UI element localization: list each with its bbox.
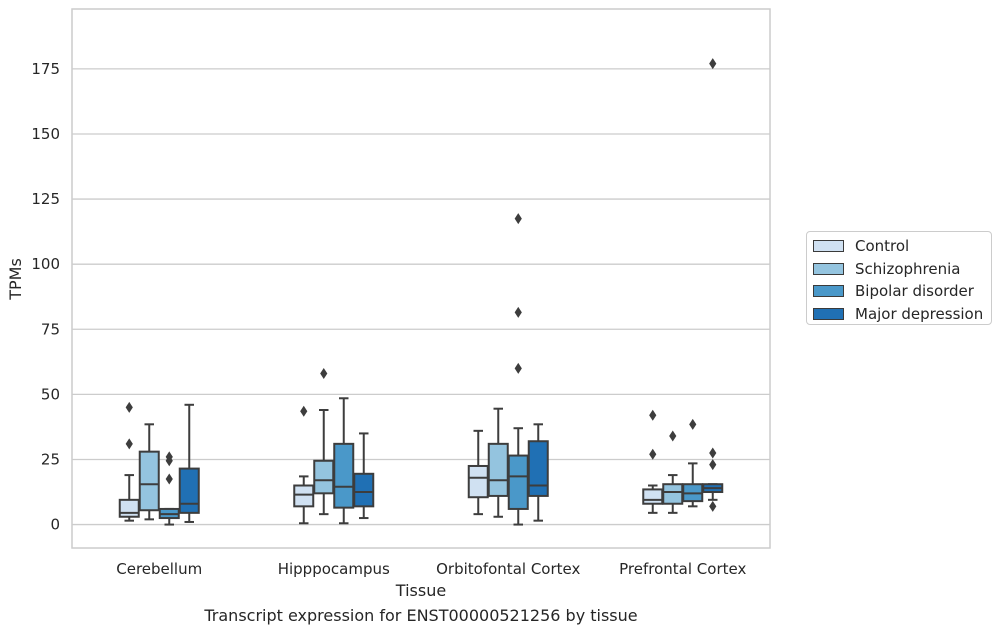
legend-item-control: Control	[807, 235, 991, 258]
outlier-point	[514, 362, 522, 374]
y-tick-label: 125	[31, 190, 60, 208]
box-0-2	[158, 451, 180, 526]
box-1-2	[333, 397, 355, 525]
box-body	[353, 472, 375, 508]
outlier-point	[125, 401, 133, 413]
legend-label-control: Control	[855, 237, 910, 256]
y-tick-label: 100	[31, 255, 60, 273]
y-tick-labels: 0 25 50 75 100 125 150 175	[31, 60, 60, 534]
box-body	[527, 440, 549, 497]
outlier-point	[165, 473, 173, 485]
legend-swatch-control	[813, 240, 844, 253]
legend-item-bipolar-disorder: Bipolar disorder	[807, 280, 991, 303]
y-tick-label: 150	[31, 125, 60, 143]
box-2-2	[507, 213, 529, 526]
box-body	[662, 483, 684, 505]
x-tick-label: Orbitofontal Cortex	[436, 560, 580, 578]
outlier-point	[125, 438, 133, 450]
box-3-3	[702, 58, 724, 512]
outlier-point	[649, 448, 657, 460]
outlier-point	[709, 500, 717, 512]
x-axis-label: Tissue	[395, 581, 446, 600]
box-1-3	[353, 432, 375, 520]
box-2-1	[487, 407, 509, 518]
outlier-point	[320, 368, 328, 380]
y-tick-label: 175	[31, 60, 60, 78]
boxes	[118, 58, 724, 526]
box-body	[118, 498, 140, 518]
outlier-point	[709, 58, 717, 70]
outlier-point	[709, 447, 717, 459]
gridlines	[72, 68, 770, 526]
y-tick-label: 50	[41, 385, 60, 403]
outlier-point	[649, 409, 657, 421]
legend-swatch-schizophrenia	[813, 262, 844, 275]
outlier-point	[514, 213, 522, 225]
box-3-0	[642, 409, 664, 514]
legend-label-schizophrenia: Schizophrenia	[855, 259, 961, 278]
box-body	[313, 459, 335, 495]
outlier-point	[669, 430, 677, 442]
box-body	[138, 450, 160, 512]
box-body	[333, 442, 355, 509]
x-tick-labels: Cerebellum Hipppocampus Orbitofontal Corte…	[116, 560, 746, 578]
legend-label-major-depression: Major depression	[855, 304, 984, 323]
y-axis-label: TPMs	[6, 258, 25, 301]
x-tick-label: Hipppocampus	[278, 560, 390, 578]
box-2-3	[527, 423, 549, 522]
box-body	[487, 442, 509, 497]
box-body	[507, 454, 529, 510]
y-tick-label: 0	[50, 516, 60, 534]
legend-item-schizophrenia: Schizophrenia	[807, 258, 991, 281]
legend-swatch-major-depression	[813, 307, 844, 320]
x-tick-label: Prefrontal Cortex	[619, 560, 746, 578]
legend: Control Schizophrenia Bipolar disorder M…	[806, 231, 992, 325]
box-1-1	[313, 368, 335, 516]
outlier-point	[300, 405, 308, 417]
box-body	[467, 464, 489, 499]
chart-caption: Transcript expression for ENST0000052125…	[204, 606, 638, 625]
box-3-2	[682, 418, 704, 508]
box-0-0	[118, 401, 140, 522]
box-3-1	[662, 430, 684, 514]
outlier-point	[514, 306, 522, 318]
box-body	[642, 488, 664, 505]
box-0-3	[178, 403, 200, 523]
x-tick-label: Cerebellum	[116, 560, 202, 578]
legend-item-major-depression: Major depression	[807, 303, 991, 326]
legend-label-bipolar-disorder: Bipolar disorder	[855, 282, 974, 301]
box-2-0	[467, 429, 489, 516]
box-body	[178, 467, 200, 514]
y-tick-label: 25	[41, 450, 60, 468]
outlier-point	[709, 459, 717, 471]
y-tick-label: 75	[41, 320, 60, 338]
box-0-1	[138, 423, 160, 521]
outlier-point	[689, 418, 697, 430]
legend-swatch-bipolar-disorder	[813, 285, 844, 298]
box-1-0	[293, 405, 315, 525]
outlier-point	[165, 451, 173, 463]
box-body	[293, 484, 315, 508]
plot-frame	[71, 8, 771, 549]
